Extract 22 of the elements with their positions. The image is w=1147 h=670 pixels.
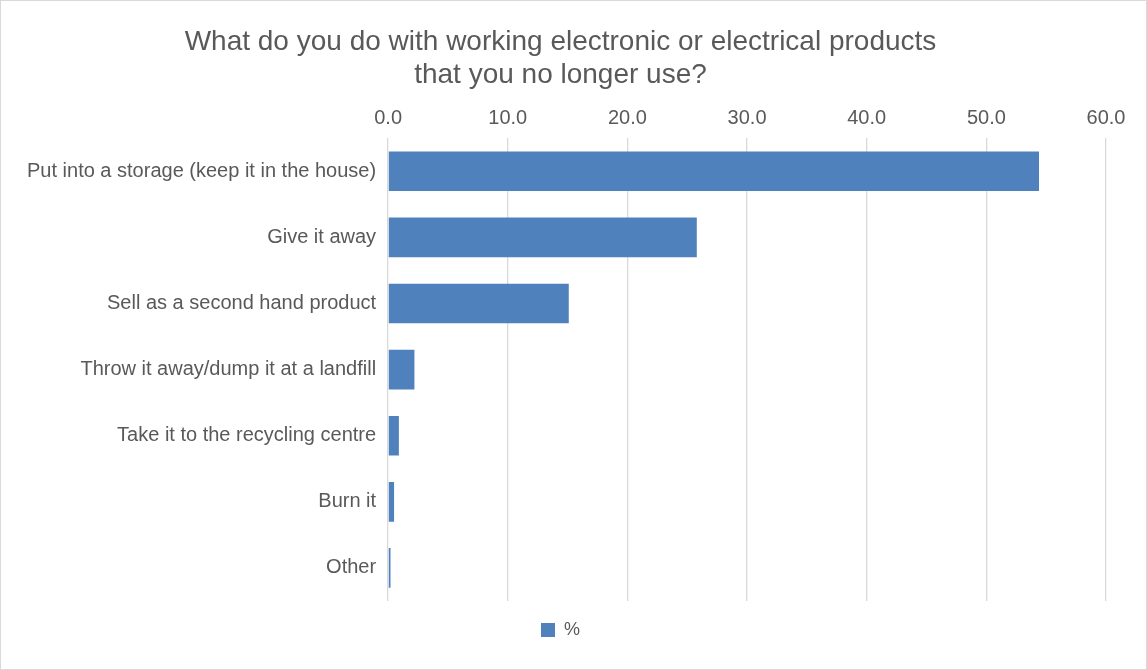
- bar: [388, 217, 697, 258]
- y-tick-label: Take it to the recycling centre: [117, 423, 377, 446]
- y-tick-label: Give it away: [267, 224, 377, 247]
- bar: [388, 349, 415, 390]
- bar: [388, 481, 395, 522]
- y-tick-label: Sell as a second hand product: [107, 291, 377, 313]
- x-tick-label: 20.0: [607, 105, 647, 128]
- x-tick-label: 10.0: [488, 105, 528, 128]
- legend-label: %: [564, 618, 581, 639]
- bar: [388, 151, 1039, 192]
- x-tick-label: 50.0: [966, 105, 1006, 128]
- y-tick-label: Put into a storage (keep it in the house): [26, 158, 377, 181]
- bar: [388, 415, 399, 456]
- bar: [388, 283, 569, 324]
- y-tick-label: Throw it away/dump it at a landfill: [80, 357, 377, 380]
- y-tick-label: Burn it: [318, 489, 377, 512]
- chart-title: What do you do with working electronic or electrical products that you no longer use?: [184, 24, 937, 90]
- y-tick-label: Other: [326, 555, 377, 578]
- x-tick-label: 60.0: [1086, 105, 1126, 128]
- x-tick-label: 30.0: [727, 105, 767, 128]
- x-tick-label: 40.0: [847, 105, 887, 128]
- x-tick-label: 0.0: [374, 105, 403, 128]
